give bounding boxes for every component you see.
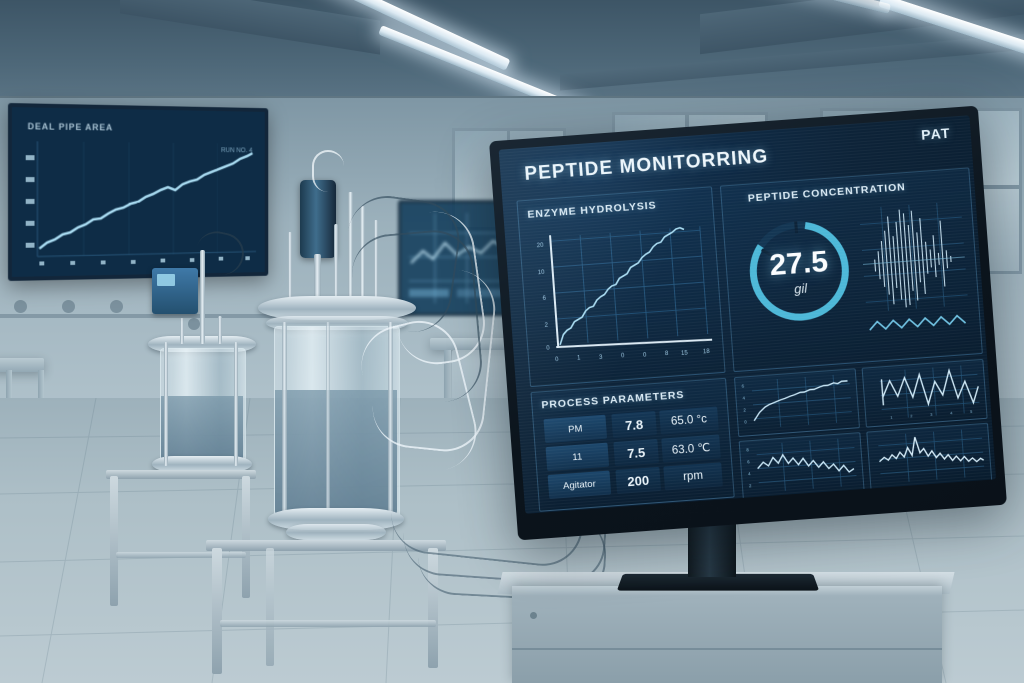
chart-trend-rising: 6 4 2 0 [741, 374, 852, 427]
motor-shaft [314, 254, 321, 300]
panel-trend-noisy-decay[interactable] [866, 422, 993, 492]
svg-text:8: 8 [746, 447, 749, 452]
pat-badge: PAT [920, 124, 952, 143]
svg-text:1: 1 [577, 355, 581, 361]
controller-mast [200, 250, 205, 330]
svg-text:15: 15 [681, 350, 689, 357]
svg-text:6: 6 [747, 459, 750, 464]
svg-text:0: 0 [546, 346, 550, 352]
wall-service-rail [0, 314, 300, 318]
svg-text:10: 10 [538, 270, 546, 277]
sensor-cable-2 [348, 227, 486, 409]
bench-bg-right-leg [444, 350, 451, 434]
param-value-row-2: 200 [615, 466, 662, 495]
chart-concentration-spectrum [860, 202, 968, 331]
agitator-motor [300, 180, 336, 258]
param-value-row-1: 7.5 [613, 438, 660, 467]
equipment-cabinet [512, 586, 942, 683]
reactor-liquid [275, 390, 397, 515]
svg-text:20: 20 [537, 243, 545, 250]
peptide-gauge: 27.5 gil [737, 209, 861, 333]
ceiling-duct-left [120, 0, 380, 55]
svg-text:0: 0 [555, 357, 559, 363]
wall-display-title: DEAL PIPE AREA [27, 121, 114, 133]
svg-text:4: 4 [742, 395, 745, 400]
svg-text:4: 4 [950, 410, 953, 415]
param-unit-row-2: rpm [663, 462, 723, 491]
svg-text:3: 3 [599, 355, 603, 361]
param-unit-row-1: 63.0 ℃ [661, 434, 721, 463]
panel-trend-rising[interactable]: 6 4 2 0 [733, 368, 860, 438]
param-label-row-1: 11 [545, 442, 610, 472]
panel-peptide-concentration[interactable]: PEPTIDE CONCENTRATION 27.5 gil [719, 167, 983, 373]
svg-text:2: 2 [910, 413, 913, 418]
chart-enzyme-hydrolysis: 0 2 6 10 20 0 1 3 0 0 8 15 18 [537, 226, 713, 363]
param-unit-row-0: 65.0 °c [659, 406, 719, 435]
svg-text:0: 0 [744, 419, 747, 424]
panel-title-process: PROCESS PARAMETERS [541, 388, 685, 412]
wall-display-chart [25, 107, 265, 266]
panel-title-enzyme: ENZYME HYDROLYSIS [527, 199, 657, 221]
cabinet-knob[interactable] [530, 612, 537, 619]
wall-outlet-2 [62, 300, 75, 313]
controller-display [157, 274, 175, 286]
wall-outlet-3 [110, 300, 123, 313]
param-value-row-0: 7.8 [611, 411, 657, 439]
panel-process-parameters[interactable]: PROCESS PARAMETERS PM 7.8 65.0 °c 11 7.5… [530, 377, 735, 512]
svg-text:8: 8 [665, 351, 669, 357]
panel-trend-zigzag[interactable]: 1 2 3 4 5 [861, 358, 988, 428]
wall-outlet-1 [14, 300, 27, 313]
svg-text:6: 6 [741, 383, 744, 388]
monitor-screen[interactable]: PEPTIDE MONITORRING PAT ENZYME HYDROLYSI… [498, 115, 997, 514]
gauge-ring [749, 221, 849, 321]
bench-left [0, 358, 44, 372]
svg-text:6: 6 [542, 296, 546, 302]
chart-trend-noisy-decay [878, 429, 985, 482]
svg-text:4: 4 [748, 471, 751, 476]
wall-display: DEAL PIPE AREA RUN NO. 4 [8, 103, 269, 281]
svg-text:2: 2 [743, 407, 746, 412]
controller-box[interactable] [152, 268, 198, 314]
param-label-row-0: PM [543, 414, 608, 444]
monitor-bezel: PEPTIDE MONITORRING PAT ENZYME HYDROLYSI… [489, 105, 1007, 541]
page-title: PEPTIDE MONITORRING [523, 146, 769, 185]
svg-text:5: 5 [970, 409, 973, 414]
motor-cable [312, 150, 344, 192]
main-monitor[interactable]: PEPTIDE MONITORRING PAT ENZYME HYDROLYSI… [489, 105, 1007, 541]
svg-text:18: 18 [703, 349, 711, 356]
param-label-row-2: Agitator [547, 470, 612, 500]
chart-trend-declining: 8 6 4 2 [746, 438, 857, 491]
wall-ceiling-edge [0, 96, 1024, 98]
panel-trend-declining[interactable]: 8 6 4 2 [738, 432, 865, 501]
svg-text:0: 0 [621, 353, 625, 359]
svg-text:3: 3 [930, 412, 933, 417]
svg-text:1: 1 [890, 415, 893, 420]
chart-trend-zigzag: 1 2 3 4 5 [879, 365, 980, 420]
wall-display-subtitle: RUN NO. 4 [221, 147, 253, 155]
wall-outlet-4 [188, 318, 200, 330]
svg-text:0: 0 [643, 352, 647, 358]
svg-text:2: 2 [749, 483, 752, 488]
svg-text:2: 2 [544, 323, 548, 329]
panel-enzyme-hydrolysis[interactable]: ENZYME HYDROLYSIS [516, 186, 726, 388]
